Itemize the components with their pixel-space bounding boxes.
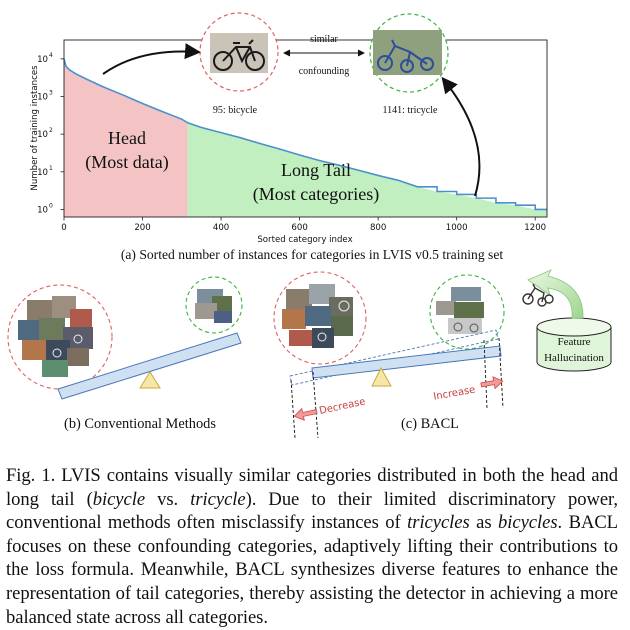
bacl-head-collage	[282, 284, 353, 348]
caption-b: (b) Conventional Methods	[64, 416, 216, 432]
bicycle-photo	[213, 39, 265, 71]
similar-label: similar	[310, 34, 338, 45]
bacl-guide-right-2	[498, 337, 504, 409]
conventional-beam	[57, 332, 242, 400]
tail-label-line1: Long Tail	[281, 160, 351, 180]
x-axis-label: Sorted category index	[257, 235, 352, 245]
bacl-previous-beam	[289, 329, 499, 386]
tail-region	[187, 122, 547, 217]
y-tick-label: 10	[37, 130, 48, 140]
x-tick-label: 600	[291, 223, 307, 233]
increase-label: Increase	[433, 385, 477, 403]
synthetic-tricycle-icon	[522, 283, 554, 307]
pointer-arrow-bicycle	[102, 43, 201, 75]
feature-label-line2: Hallucination	[544, 352, 604, 364]
x-tick-label: 1000	[446, 223, 468, 233]
tail-label-line2: (Most categories)	[253, 184, 379, 205]
panel-c-bacl: Decrease Increase Feature Hallucination …	[273, 269, 612, 439]
bacl-tail-collage	[436, 287, 484, 334]
tricycle-example: 1141: tricycle	[369, 13, 449, 116]
panel-b-conventional: (b) Conventional Methods	[7, 276, 243, 432]
y-tick-exponent: 2	[49, 127, 53, 134]
head-label-line2: (Most data)	[85, 152, 168, 173]
tricycle-label: 1141: tricycle	[383, 105, 438, 116]
y-tick-exponent: 0	[49, 202, 53, 209]
x-tick-label: 0	[61, 223, 66, 233]
head-region	[64, 58, 188, 217]
hallucination-curved-arrow	[527, 269, 584, 319]
feature-label-line1: Feature	[558, 336, 591, 348]
y-axis-label: Number of training instances	[30, 65, 40, 191]
x-tick-label: 200	[134, 223, 150, 233]
y-tick-label: 10	[37, 205, 48, 215]
y-tick-exponent: 1	[49, 165, 53, 172]
bacl-beam	[311, 345, 502, 379]
tail-image-collage	[195, 289, 232, 323]
plot-frame	[63, 39, 548, 218]
x-tick-label: 1200	[524, 223, 546, 233]
feature-hallucination-cylinder: Feature Hallucination	[536, 317, 612, 372]
tricycle-photo	[377, 39, 434, 73]
y-tick-label: 10	[37, 92, 48, 102]
bacl-fulcrum	[371, 366, 392, 387]
y-tick-label: 10	[37, 168, 48, 178]
y-tick-exponent: 3	[49, 89, 53, 96]
bicycle-example: 95: bicycle	[199, 12, 279, 116]
decrease-label: Decrease	[318, 396, 366, 417]
bacl-guide-right-1	[483, 339, 488, 409]
head-label-line1: Head	[108, 128, 146, 148]
caption-a: (a) Sorted number of instances for categ…	[121, 247, 504, 263]
caption-c: (c) BACL	[401, 416, 459, 432]
confounding-label: confounding	[299, 66, 350, 77]
instances-line	[63, 58, 547, 211]
x-tick-label: 800	[370, 223, 386, 233]
x-tick-label: 400	[213, 223, 229, 233]
increase-arrow	[480, 376, 504, 390]
figure-caption: Fig. 1. LVIS contains visually similar c…	[6, 465, 619, 628]
bacl-guide-left-2	[312, 371, 319, 439]
bacl-guide-left-1	[290, 379, 296, 439]
y-tick-label: 10	[37, 55, 48, 65]
pointer-arrow-tricycle	[441, 76, 481, 197]
conventional-fulcrum	[139, 371, 161, 389]
bicycle-label: 95: bicycle	[213, 105, 258, 116]
head-image-collage	[18, 296, 93, 377]
y-tick-exponent: 4	[49, 52, 53, 59]
decrease-arrow	[293, 407, 318, 421]
